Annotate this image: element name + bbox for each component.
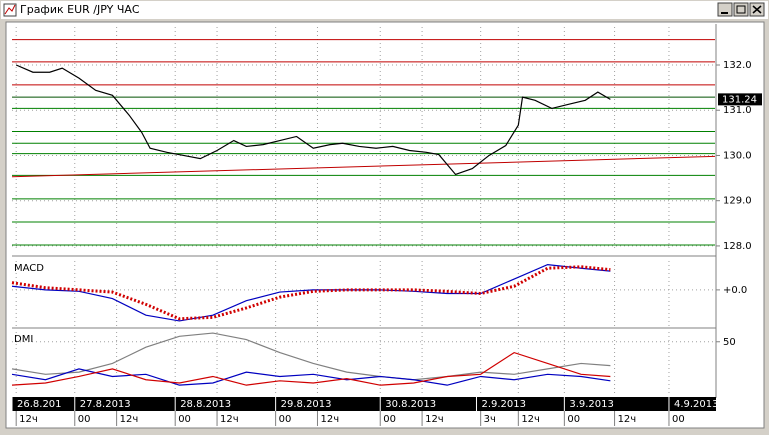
date-strip	[12, 397, 716, 411]
hour-tick-label: 00	[672, 414, 685, 425]
hour-tick-label: 12ч	[320, 414, 339, 425]
window-icon-glyph	[4, 4, 16, 15]
y-tick-label: 128.0	[723, 241, 752, 252]
date-tick-label: 30.8.2013	[385, 399, 436, 410]
y-tick-label: 129.0	[723, 196, 752, 207]
window-buttons[interactable]	[717, 2, 765, 17]
panel-title: MACD	[14, 263, 44, 274]
hour-tick-label: 00	[78, 414, 91, 425]
chart-area	[5, 21, 765, 429]
y-tick-label: 132.0	[723, 60, 752, 71]
date-tick-label: 3.9.2013	[569, 399, 614, 410]
hour-tick-label: 00	[279, 414, 292, 425]
y-tick-label: +0.0	[723, 285, 747, 296]
hour-tick-label: 12ч	[521, 414, 540, 425]
maximize-glyph	[736, 5, 746, 14]
maximize-button[interactable]	[733, 2, 749, 17]
hour-tick-label: 12ч	[425, 414, 444, 425]
hour-tick-label: 12ч	[618, 414, 637, 425]
date-tick-label: 4.9.2013	[674, 399, 719, 410]
series-line	[11, 351, 611, 386]
panel-title: DMI	[14, 334, 33, 345]
hour-tick-label: 00	[178, 414, 191, 425]
date-tick-label: 26.8.201	[17, 399, 62, 410]
series-line	[11, 368, 611, 386]
series-line	[15, 64, 611, 176]
series-line	[11, 263, 611, 322]
hour-tick-label: 3ч	[484, 414, 496, 425]
minimize-button[interactable]	[717, 2, 733, 17]
hour-tick-label: 12ч	[220, 414, 239, 425]
close-glyph	[752, 5, 762, 14]
y-tick-label: 131.0	[723, 105, 752, 116]
window-icon	[3, 3, 17, 17]
hour-tick-label: 00	[383, 414, 396, 425]
y-tick-label: 50	[723, 337, 736, 348]
title-bar	[1, 1, 768, 19]
date-tick-label: 2.9.2013	[481, 399, 526, 410]
series-line	[11, 265, 611, 321]
window-title: График EUR /JPY ЧАС	[20, 3, 140, 16]
last-price-label: 131.24	[722, 94, 757, 105]
date-tick-label: 28.8.2013	[180, 399, 231, 410]
date-tick-label: 29.8.2013	[281, 399, 332, 410]
hour-tick-label: 12ч	[19, 414, 38, 425]
series-line	[11, 332, 611, 381]
trend-line	[11, 155, 716, 178]
date-tick-label: 27.8.2013	[80, 399, 131, 410]
y-tick-label: 130.0	[723, 150, 752, 161]
last-price-box	[718, 93, 762, 106]
hour-tick-label: 00	[567, 414, 580, 425]
hour-tick-label: 12ч	[120, 414, 139, 425]
